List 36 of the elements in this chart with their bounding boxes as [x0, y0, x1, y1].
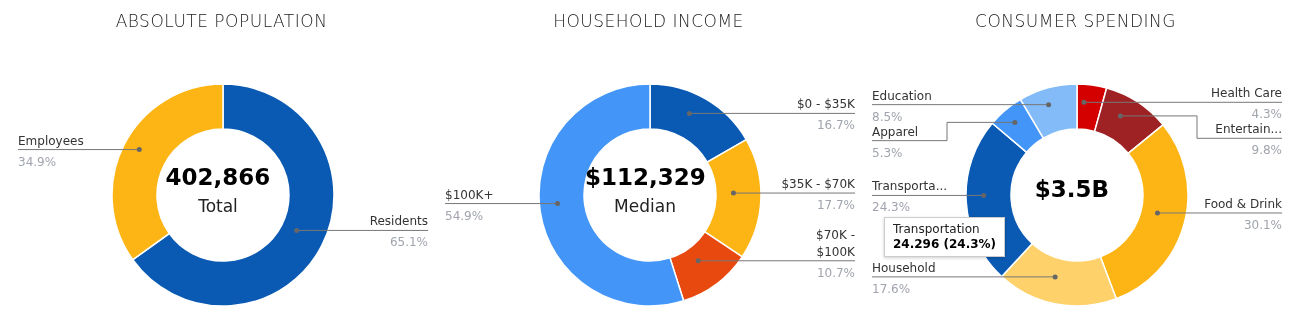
- slice-label: $70K - $100K: [816, 227, 857, 259]
- text: 402,866: [164, 163, 272, 192]
- text: $112,329: [585, 163, 706, 192]
- slice-label: $0 - $35K: [796, 97, 857, 112]
- slice-label: Food & Drink: [1204, 196, 1283, 211]
- slice-label: $100K+: [445, 187, 494, 202]
- slice-label: Employees: [18, 133, 84, 148]
- data-label: 54.9%: [445, 208, 484, 223]
- data-label: 65.1%: [389, 235, 428, 250]
- chart-title: CONSUMER SPENDING: [974, 10, 1177, 33]
- slice-label: Education: [872, 88, 932, 103]
- slice-label: Household: [872, 260, 936, 275]
- slice-label: $35K - $70K: [781, 177, 857, 192]
- data-label: 30.1%: [1243, 217, 1282, 232]
- slice-label: Transporta...: [871, 179, 948, 194]
- data-label: 17.6%: [872, 281, 911, 296]
- chart-title: ABSOLUTE POPULATION: [114, 10, 329, 33]
- slice-label: Entertain...: [1215, 122, 1282, 137]
- text: $3.5B: [1033, 175, 1111, 204]
- text: Total: [197, 195, 239, 218]
- data-label: 16.7%: [816, 118, 855, 133]
- text: Median: [613, 195, 677, 218]
- data-label: 24.3%: [872, 200, 911, 215]
- data-label: 5.3%: [872, 145, 903, 160]
- data-label: 8.5%: [872, 109, 903, 124]
- slice-label: Health Care: [1210, 86, 1282, 101]
- data-label: 17.7%: [816, 198, 855, 213]
- data-label: 9.8%: [1251, 143, 1282, 158]
- data-label: 10.7%: [816, 265, 855, 280]
- data-label: 4.3%: [1251, 107, 1282, 122]
- text: Transportation: [893, 222, 981, 237]
- data-label: 34.9%: [18, 154, 57, 169]
- text: 24.296 (24.3%): [893, 237, 997, 252]
- chart-title: HOUSEHOLD INCOME: [552, 10, 745, 33]
- slice-label: Apparel: [872, 124, 919, 139]
- slice-label: Residents: [369, 214, 428, 229]
